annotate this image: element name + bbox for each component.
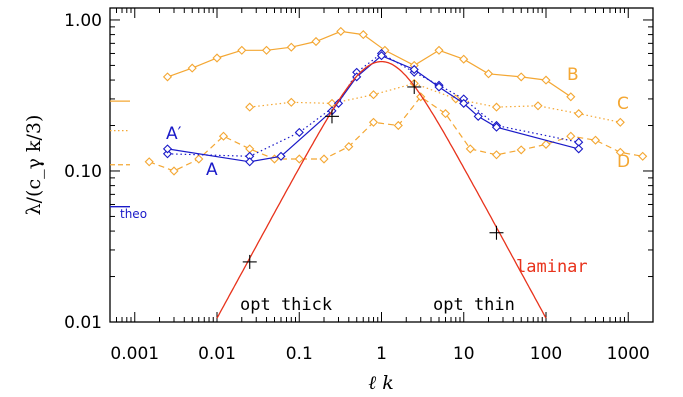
theo-label: theo bbox=[120, 207, 147, 221]
series-a-prime bbox=[162, 48, 584, 161]
data-point bbox=[169, 166, 179, 176]
series-layer bbox=[144, 26, 648, 176]
x-tick-label: 100 bbox=[530, 344, 562, 364]
data-point bbox=[194, 154, 204, 164]
data-point bbox=[638, 151, 648, 161]
series-a bbox=[162, 51, 584, 167]
data-point bbox=[465, 144, 475, 154]
data-point bbox=[574, 109, 584, 119]
laminar-cross-marker bbox=[242, 254, 257, 269]
left-reference-ticks bbox=[110, 100, 130, 166]
data-point bbox=[212, 53, 222, 63]
x-tick-labels: 0.001 0.01 0.1 1 10 100 1000 bbox=[110, 344, 649, 364]
data-point bbox=[491, 122, 502, 132]
data-point bbox=[483, 69, 494, 79]
y-axis-title: λ/(c_γ k/3) bbox=[23, 115, 45, 216]
data-point bbox=[440, 109, 451, 119]
data-point bbox=[294, 127, 304, 137]
data-point bbox=[286, 42, 296, 52]
series-line-a-prime bbox=[167, 52, 579, 157]
annotation-opt-thin: opt thin bbox=[433, 295, 515, 315]
data-point bbox=[533, 101, 543, 111]
data-point bbox=[473, 111, 483, 121]
annotation-opt-thick: opt thick bbox=[240, 295, 332, 315]
x-tick-label: 0.001 bbox=[110, 344, 159, 364]
data-point bbox=[459, 54, 469, 64]
series-b bbox=[162, 26, 576, 102]
annotation-laminar: laminar bbox=[516, 257, 588, 277]
data-point bbox=[261, 45, 272, 55]
data-point bbox=[368, 117, 379, 127]
data-point bbox=[294, 154, 304, 164]
data-point bbox=[344, 142, 354, 152]
data-point bbox=[368, 90, 379, 100]
data-point bbox=[144, 157, 154, 167]
y-tick-label: 0.10 bbox=[64, 162, 102, 182]
data-point bbox=[516, 72, 526, 82]
data-point bbox=[541, 75, 551, 85]
data-point bbox=[162, 149, 173, 159]
x-tick-label: 0.01 bbox=[198, 344, 236, 364]
laminar-cross-marker bbox=[324, 109, 339, 124]
data-point bbox=[459, 98, 469, 108]
data-point bbox=[574, 144, 584, 154]
data-point bbox=[187, 63, 197, 73]
laminar-cross-marker bbox=[407, 79, 422, 94]
data-point bbox=[566, 131, 576, 141]
data-point bbox=[393, 120, 403, 131]
series-line-c bbox=[249, 82, 621, 123]
data-point bbox=[218, 131, 229, 141]
data-point bbox=[590, 135, 601, 145]
laminar-cross-marker bbox=[489, 225, 504, 240]
data-point bbox=[566, 92, 576, 102]
x-tick-label: 1 bbox=[376, 344, 387, 364]
series-line-b bbox=[167, 30, 572, 98]
data-point bbox=[245, 157, 255, 167]
data-point bbox=[409, 64, 419, 75]
data-point bbox=[615, 117, 625, 127]
series-line-a bbox=[167, 55, 579, 163]
x-tick-label: 1000 bbox=[607, 344, 650, 364]
series-label-C: C bbox=[617, 94, 629, 114]
data-point bbox=[245, 144, 255, 154]
y-tick-label: 0.01 bbox=[64, 313, 102, 333]
data-point bbox=[491, 102, 502, 112]
data-point bbox=[162, 72, 173, 82]
axis-ticks bbox=[109, 8, 654, 323]
laminar-line bbox=[216, 60, 547, 319]
data-point bbox=[311, 36, 321, 47]
data-point bbox=[358, 30, 368, 40]
x-tick-label: 10 bbox=[453, 344, 475, 364]
series-label-A-prime: A′ bbox=[166, 124, 182, 144]
data-point bbox=[237, 45, 247, 55]
data-point bbox=[376, 51, 387, 61]
series-label-B: B bbox=[567, 65, 579, 85]
series-label-A: A bbox=[206, 160, 218, 180]
data-point bbox=[245, 102, 255, 112]
data-point bbox=[541, 139, 551, 149]
laminar-curve bbox=[216, 60, 547, 319]
data-point bbox=[516, 145, 526, 155]
series-label-D: D bbox=[617, 152, 630, 172]
series-d bbox=[144, 92, 648, 176]
data-point bbox=[434, 45, 444, 55]
data-point bbox=[615, 147, 625, 157]
series-c bbox=[245, 78, 625, 127]
data-point bbox=[286, 97, 296, 107]
x-axis-title: ℓ k bbox=[368, 372, 393, 394]
x-tick-label: 0.1 bbox=[286, 344, 313, 364]
data-point bbox=[491, 150, 502, 160]
data-point bbox=[162, 144, 173, 154]
data-point bbox=[276, 151, 286, 161]
data-point bbox=[434, 82, 444, 92]
y-tick-labels: 0.01 0.10 1.00 bbox=[64, 11, 102, 333]
data-point bbox=[336, 26, 346, 36]
y-tick-label: 1.00 bbox=[64, 11, 102, 31]
data-point bbox=[319, 154, 329, 164]
